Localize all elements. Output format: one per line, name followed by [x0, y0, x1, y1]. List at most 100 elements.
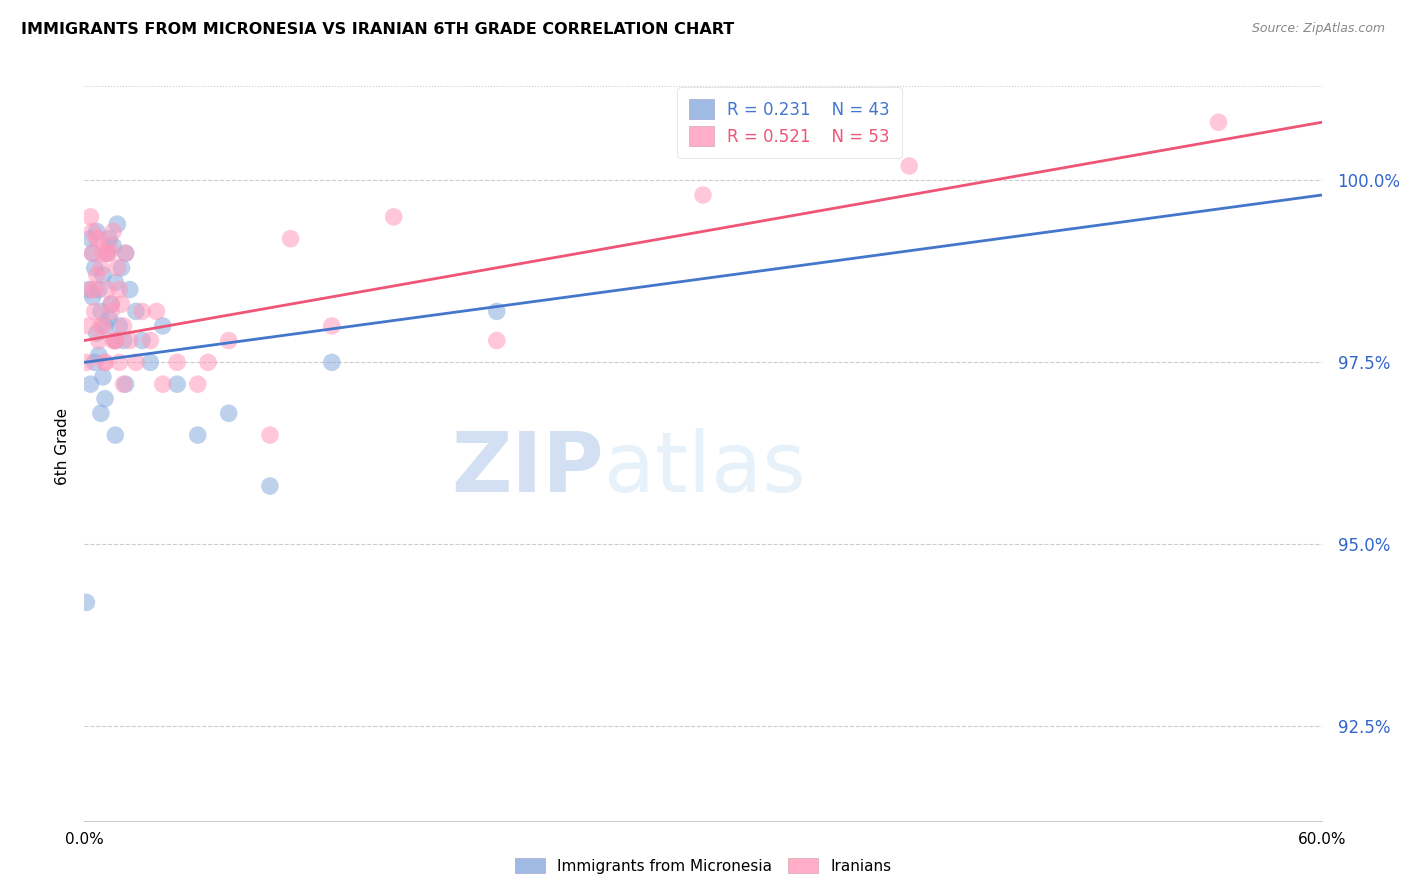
Point — [83, 304, 105, 318]
Point — [96, 246, 118, 260]
Point — [280, 232, 302, 246]
Point — [90, 406, 112, 420]
Point — [79, 232, 101, 246]
Point — [1208, 115, 1230, 129]
Point — [197, 355, 219, 369]
Point — [98, 311, 121, 326]
Point — [82, 246, 104, 260]
Point — [82, 224, 104, 238]
Point — [90, 304, 112, 318]
Point — [131, 304, 153, 318]
Point — [118, 283, 141, 297]
Point — [100, 304, 122, 318]
Point — [86, 232, 108, 246]
Point — [96, 283, 118, 297]
Point — [77, 318, 100, 333]
Point — [108, 283, 131, 297]
Legend: Immigrants from Micronesia, Iranians: Immigrants from Micronesia, Iranians — [509, 852, 897, 880]
Point — [166, 377, 188, 392]
Point — [114, 377, 136, 392]
Point — [75, 595, 97, 609]
Point — [103, 239, 125, 253]
Point — [108, 355, 131, 369]
Point — [125, 355, 148, 369]
Point — [898, 159, 921, 173]
Point — [83, 260, 105, 275]
Point — [104, 276, 127, 290]
Point — [79, 377, 101, 392]
Legend: R = 0.231    N = 43, R = 0.521    N = 53: R = 0.231 N = 43, R = 0.521 N = 53 — [678, 87, 901, 158]
Point — [110, 297, 132, 311]
Y-axis label: 6th Grade: 6th Grade — [55, 408, 70, 484]
Text: IMMIGRANTS FROM MICRONESIA VS IRANIAN 6TH GRADE CORRELATION CHART: IMMIGRANTS FROM MICRONESIA VS IRANIAN 6T… — [21, 22, 734, 37]
Point — [98, 232, 121, 246]
Point — [321, 318, 343, 333]
Point — [108, 318, 131, 333]
Point — [382, 210, 405, 224]
Point — [485, 304, 508, 318]
Point — [112, 318, 135, 333]
Point — [187, 428, 209, 442]
Text: ZIP: ZIP — [451, 428, 605, 509]
Point — [86, 268, 108, 282]
Text: Source: ZipAtlas.com: Source: ZipAtlas.com — [1251, 22, 1385, 36]
Text: atlas: atlas — [605, 428, 806, 509]
Point — [110, 260, 132, 275]
Point — [90, 318, 112, 333]
Point — [98, 246, 121, 260]
Point — [104, 334, 127, 348]
Point — [79, 283, 101, 297]
Point — [104, 334, 127, 348]
Point — [125, 304, 148, 318]
Point — [139, 334, 162, 348]
Point — [94, 355, 117, 369]
Point — [114, 246, 136, 260]
Point — [87, 283, 110, 297]
Point — [152, 318, 174, 333]
Point — [485, 334, 508, 348]
Point — [83, 355, 105, 369]
Point — [100, 297, 122, 311]
Point — [100, 297, 122, 311]
Point — [166, 355, 188, 369]
Point — [86, 326, 108, 341]
Point — [218, 406, 240, 420]
Point — [104, 334, 127, 348]
Point — [103, 224, 125, 238]
Point — [94, 355, 117, 369]
Point — [187, 377, 209, 392]
Point — [259, 428, 281, 442]
Point — [87, 334, 110, 348]
Point — [79, 210, 101, 224]
Point — [114, 246, 136, 260]
Point — [131, 334, 153, 348]
Point — [112, 377, 135, 392]
Point — [321, 355, 343, 369]
Point — [94, 318, 117, 333]
Point — [105, 260, 128, 275]
Point — [77, 283, 100, 297]
Point — [139, 355, 162, 369]
Point — [90, 260, 112, 275]
Point — [86, 224, 108, 238]
Point — [692, 188, 714, 202]
Point — [91, 268, 114, 282]
Point — [91, 246, 114, 260]
Point — [94, 392, 117, 406]
Point — [82, 290, 104, 304]
Point — [87, 348, 110, 362]
Point — [103, 334, 125, 348]
Point — [145, 304, 167, 318]
Point — [118, 334, 141, 348]
Point — [152, 377, 174, 392]
Point — [259, 479, 281, 493]
Point — [98, 239, 121, 253]
Point — [75, 355, 97, 369]
Point — [91, 370, 114, 384]
Point — [105, 217, 128, 231]
Point — [112, 334, 135, 348]
Point — [87, 232, 110, 246]
Point — [83, 283, 105, 297]
Point — [96, 246, 118, 260]
Point — [82, 246, 104, 260]
